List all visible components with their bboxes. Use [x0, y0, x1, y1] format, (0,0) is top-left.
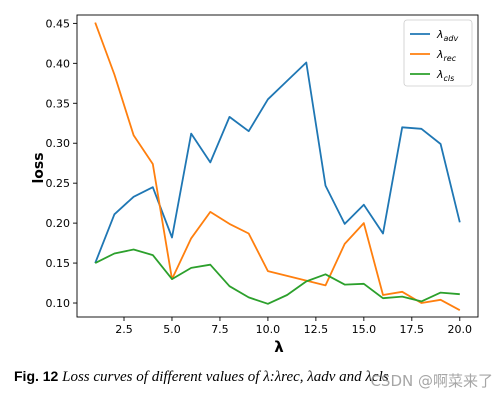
- legend-box: [403, 19, 473, 87]
- loss-chart: 2.5 5.0 7.5 10.0 12.5 15.0 17.5 20.0 0.10 0.15 0.2…: [31, 14, 479, 356]
- y-tick-label: 0.35: [46, 97, 71, 110]
- figure-caption: Fig. 12 Loss curves of different values …: [14, 368, 500, 386]
- y-tick-label: 0.20: [46, 217, 71, 230]
- plot-area: [94, 22, 461, 311]
- x-tick-label: 10.0: [256, 323, 281, 336]
- x-tick-label: 12.5: [304, 323, 329, 336]
- y-tick-label: 0.25: [46, 177, 71, 190]
- y-tick-label: 0.45: [46, 17, 71, 30]
- legend-label-adv: λadv: [436, 28, 458, 43]
- series-line-rec: [94, 22, 461, 311]
- plot-frame: [76, 14, 479, 318]
- legend: λadv λrec λcls: [403, 19, 473, 87]
- y-tick-label: 0.15: [46, 257, 71, 270]
- x-axis-label: λ: [274, 338, 284, 356]
- y-tick-label: 0.40: [46, 57, 71, 70]
- y-tick-label: 0.30: [46, 137, 71, 150]
- x-tick-label: 15.0: [352, 323, 377, 336]
- x-tick-label: 2.5: [115, 323, 133, 336]
- x-tick-label: 7.5: [211, 323, 229, 336]
- watermark: CSDN @啊菜来了: [370, 372, 493, 390]
- caption-label: Fig. 12: [14, 368, 59, 384]
- axes: 2.5 5.0 7.5 10.0 12.5 15.0 17.5 20.0 0.10 0.15 0.2…: [46, 14, 479, 336]
- x-tick-label: 17.5: [400, 323, 425, 336]
- series-line-adv: [94, 61, 461, 264]
- legend-label-rec: λrec: [436, 48, 457, 63]
- legend-label-cls: λcls: [436, 68, 454, 83]
- y-tick-label: 0.10: [46, 297, 71, 310]
- x-tick-label: 20.0: [448, 323, 473, 336]
- y-axis-label: loss: [31, 152, 47, 183]
- series-line-cls: [94, 248, 460, 305]
- x-tick-label: 5.0: [163, 323, 181, 336]
- caption-text: Loss curves of different values of λ:λre…: [62, 369, 389, 385]
